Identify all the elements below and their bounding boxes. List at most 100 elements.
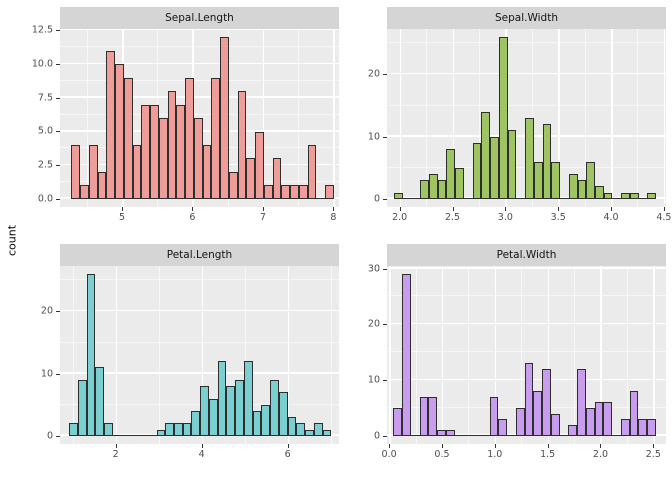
y-tick-label: 0 [46,430,53,442]
histogram-bar [481,111,491,199]
histogram-bar [455,167,464,199]
x-axis-tick [663,207,665,211]
histogram-bar [307,144,317,199]
histogram-bar [150,104,159,199]
y-axis-labels: 0 10 20 30 [347,263,387,444]
histogram-bar [104,423,113,436]
histogram-bar [287,417,297,436]
gridline-x-major [262,29,265,207]
histogram-bar [515,408,525,436]
facet-strip: Sepal.Width [387,7,666,29]
histogram-bar [603,402,613,436]
y-tick-label: 10 [40,368,53,380]
histogram-bar [402,274,411,436]
histogram-bar [577,180,587,199]
x-axis-tick [115,444,117,448]
histogram-bar [220,37,229,199]
y-tick-label: 10.0 [31,58,53,70]
facet-strip-label: Sepal.Width [495,12,558,24]
gridline-x-major [547,266,550,444]
gridline-x-major [389,266,391,444]
histogram-bar [629,192,639,199]
gridline-y-minor [60,403,339,405]
facet-sepal-width: Sepal.Width 0 10 20 2.0 2.5 3.0 3.5 4.0 4.5 [347,7,671,237]
x-tick-label: 1.0 [487,449,503,460]
x-axis-labels: 0.0 0.5 1.0 1.5 2.0 2.5 [382,444,666,474]
x-tick-label: 1.5 [540,449,556,460]
x-axis-tick [452,207,454,211]
gridline-x-major [494,266,497,444]
gridline-x-major [558,29,560,207]
gridline-x-minor [478,29,480,207]
gridline-y-minor [60,46,339,48]
histogram-bar [603,192,613,199]
y-tick-label: 0 [373,430,380,442]
histogram-bar [69,423,78,436]
y-axis-tick [383,198,387,200]
x-axis-tick [494,444,496,448]
histogram-bar [638,419,648,436]
y-axis-tick [56,165,60,167]
histogram-bar [185,77,194,199]
y-tick-label: 2.5 [37,159,53,171]
histogram-bar [322,429,332,436]
histogram-bar [182,423,192,436]
histogram-bar [174,423,183,436]
y-axis-tick [383,268,387,270]
histogram-bar [132,144,142,199]
panel-plot-area [56,28,339,211]
histogram-bar [296,423,306,436]
histogram-bar [141,104,151,199]
histogram-bar [542,124,552,199]
histogram-bar [542,368,551,436]
gridline-x-minor [158,266,160,444]
histogram-bar [446,149,456,199]
histogram-bar [568,174,578,199]
x-axis-tick [333,207,335,211]
y-tick-label: 12.5 [31,24,53,36]
histogram-bar [71,144,81,199]
facet-strip: Sepal.Length [60,7,339,29]
gridline-y-major [387,322,666,325]
gridline-x-major [663,29,666,207]
histogram-bar [419,396,429,436]
gridline-x-major [399,29,402,207]
histogram-bar [228,171,238,199]
x-tick-label: 0.5 [434,449,450,460]
x-axis-labels: 5 6 7 8 [60,207,339,237]
y-axis-tick [56,30,60,32]
facet-strip: Petal.Width [387,244,666,266]
y-tick-label: 0 [373,193,380,205]
histogram-bar [437,430,446,436]
histogram-bar [261,404,271,436]
histogram-bar [577,368,586,436]
histogram-bar [533,161,543,199]
histogram-bar [246,158,256,199]
gridline-x-minor [584,29,586,207]
histogram-bar [208,398,218,436]
y-axis-tick [56,198,60,200]
x-axis-tick [201,444,203,448]
x-tick-label: 5 [118,212,126,223]
x-axis-labels: 2 4 6 [60,444,339,474]
histogram-bar [272,158,282,199]
histogram-bar [235,379,244,436]
histogram-bar [620,419,630,436]
histogram-bar [217,361,227,436]
gridline-y-major [60,62,339,65]
y-axis-labels: 0 10 20 [20,266,60,444]
x-axis-tick [611,207,613,211]
y-tick-label: 20 [40,305,53,317]
x-axis-tick [262,207,264,211]
histogram-bar [156,429,166,436]
y-axis-tick [56,311,60,313]
facet-sepal-length: Sepal.Length 0.0 2.5 5.0 7.5 10.0 12.5 5 6 7 8 [20,7,339,237]
histogram-bar [533,391,543,436]
x-tick-label: 0.0 [381,449,397,460]
gridline-y-minor [387,42,666,44]
x-tick-label: 2.0 [592,449,609,460]
gridline-y-minor [387,351,666,353]
gridline-x-major [201,266,204,444]
y-axis-tick [383,435,387,437]
y-axis-labels: 0.0 2.5 5.0 7.5 10.0 12.5 [20,25,60,207]
